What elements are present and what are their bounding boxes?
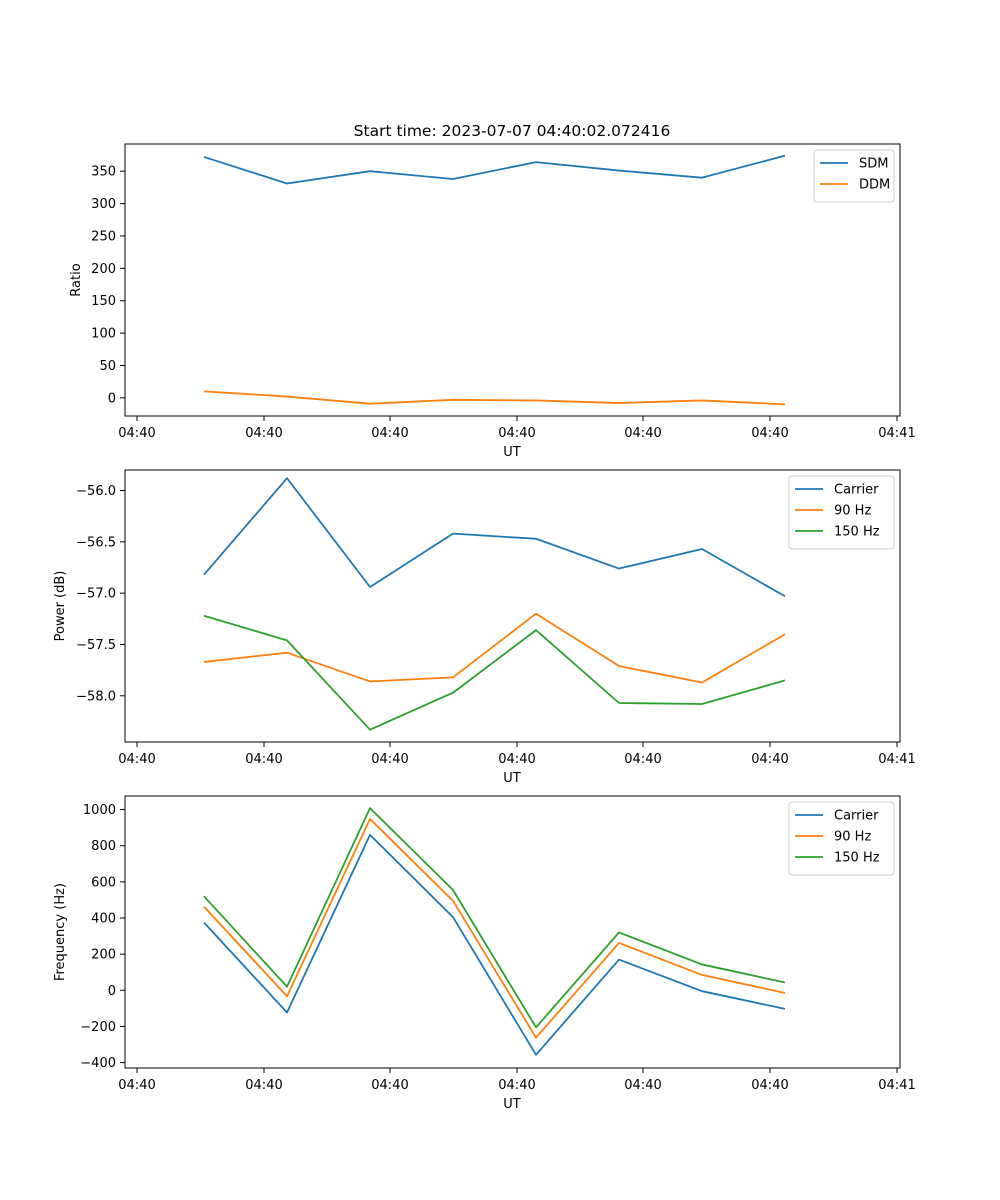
legend-label: 90 Hz	[834, 504, 871, 519]
legend-label: SDM	[859, 157, 888, 172]
series-line-150-hz	[203, 614, 786, 731]
x-axis-label: UT	[503, 771, 521, 786]
x-tick-label: 04:40	[371, 752, 408, 767]
y-tick-label: −400	[80, 1056, 116, 1071]
legend: Carrier 90 Hz 150 Hz	[788, 475, 895, 550]
series-line-carrier	[203, 833, 786, 1056]
subplot-2: 04:40 04:40 04:40 04:40 04:40 04:40 04:41 −56.0…	[53, 469, 916, 786]
x-tick-label: 04:40	[498, 752, 535, 767]
y-tick-label: 200	[91, 948, 116, 963]
y-tick-label: 150	[91, 294, 116, 309]
x-tick-label: 04:40	[245, 426, 282, 441]
y-tick-label: −56.5	[76, 535, 116, 550]
y-tick-label: 250	[91, 229, 116, 244]
series-line-sdm	[203, 154, 786, 185]
x-tick-label: 04:40	[371, 1078, 408, 1093]
y-tick-label: 350	[91, 165, 116, 180]
x-tick-label: 04:40	[118, 426, 155, 441]
legend: SDM DDM	[813, 149, 895, 203]
x-tick-label: 04:40	[118, 1078, 155, 1093]
y-tick-label: 600	[91, 875, 116, 890]
y-tick-label: 300	[91, 197, 116, 212]
y-axis-label: Ratio	[69, 263, 84, 296]
legend-label: Carrier	[834, 483, 879, 498]
x-tick-label: 04:41	[878, 426, 915, 441]
y-tick-label: 0	[108, 984, 116, 999]
legend-label: 90 Hz	[834, 830, 871, 845]
y-tick-label: −57.5	[76, 638, 116, 653]
axes-frame	[124, 469, 901, 743]
y-axis-label: Power (dB)	[53, 571, 68, 642]
y-tick-label: 800	[91, 839, 116, 854]
x-axis-label: UT	[503, 445, 521, 460]
y-tick-label: 200	[91, 262, 116, 277]
x-tick-label: 04:40	[751, 1078, 788, 1093]
series-line-carrier	[203, 477, 786, 598]
figure-title: Start time: 2023-07-07 04:40:02.072416	[354, 122, 671, 140]
subplot-1: 04:40 04:40 04:40 04:40 04:40 04:40 04:41 0 50 10…	[69, 143, 916, 460]
legend-label: DDM	[859, 178, 890, 193]
x-axis-label: UT	[503, 1097, 521, 1112]
y-tick-label: 1000	[83, 803, 116, 818]
y-axis-label: Frequency (Hz)	[53, 883, 68, 981]
x-tick-label: 04:40	[245, 1078, 282, 1093]
x-tick-label: 04:40	[118, 752, 155, 767]
y-tick-label: −57.0	[76, 587, 116, 602]
legend-label: 150 Hz	[834, 525, 880, 540]
plots-container: 04:40 04:40 04:40 04:40 04:40 04:40 04:41 0 50 10…	[53, 143, 916, 1112]
y-tick-label: −56.0	[76, 484, 116, 499]
x-tick-label: 04:40	[624, 752, 661, 767]
y-tick-label: −58.0	[76, 689, 116, 704]
x-tick-label: 04:40	[498, 426, 535, 441]
x-tick-label: 04:40	[751, 752, 788, 767]
series-line-90-hz	[203, 612, 786, 684]
subplot-3: 04:40 04:40 04:40 04:40 04:40 04:40 04:41 −400 −…	[53, 795, 916, 1112]
x-tick-label: 04:40	[498, 1078, 535, 1093]
y-tick-label: 50	[99, 359, 116, 374]
x-tick-label: 04:40	[371, 426, 408, 441]
x-tick-label: 04:40	[624, 426, 661, 441]
x-tick-label: 04:41	[878, 752, 915, 767]
legend-label: 150 Hz	[834, 851, 880, 866]
x-tick-label: 04:40	[751, 426, 788, 441]
legend-label: Carrier	[834, 809, 879, 824]
series-line-150-hz	[203, 807, 786, 1029]
x-tick-label: 04:41	[878, 1078, 915, 1093]
y-tick-label: 400	[91, 911, 116, 926]
axes-frame	[124, 795, 901, 1069]
y-tick-label: 0	[108, 391, 116, 406]
series-line-90-hz	[203, 818, 786, 1039]
series-line-ddm	[203, 390, 786, 406]
legend: Carrier 90 Hz 150 Hz	[788, 801, 895, 876]
y-tick-label: −200	[80, 1020, 116, 1035]
x-tick-label: 04:40	[245, 752, 282, 767]
x-tick-label: 04:40	[624, 1078, 661, 1093]
y-tick-label: 100	[91, 327, 116, 342]
axes-frame	[124, 143, 901, 417]
